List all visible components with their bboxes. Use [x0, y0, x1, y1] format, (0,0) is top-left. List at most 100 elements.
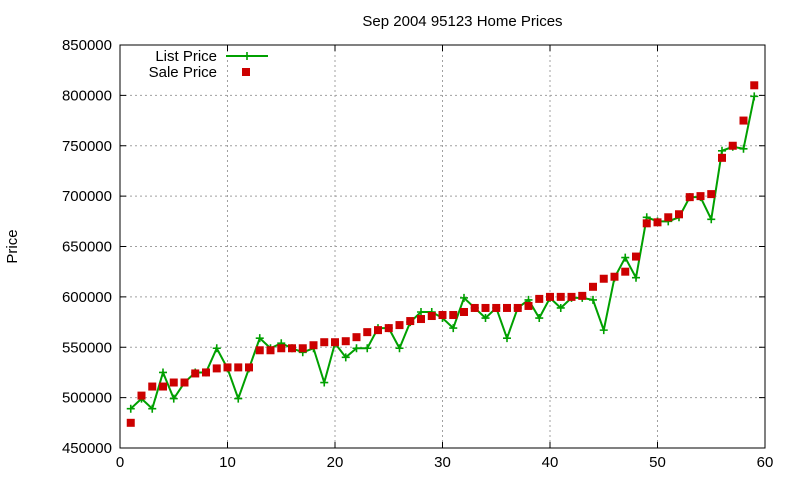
- y-tick-label: 800000: [62, 87, 112, 104]
- legend-marker-sale-price: [242, 68, 250, 76]
- list-price-point: [589, 295, 597, 304]
- sale-price-point: [675, 210, 683, 219]
- sale-price-point: [621, 267, 630, 276]
- legend-label-list-price: List Price: [155, 48, 217, 65]
- sale-price-point: [202, 368, 210, 377]
- sale-price-point: [126, 418, 135, 427]
- list-price-point: [417, 307, 425, 316]
- sale-price-point: [685, 193, 694, 202]
- list-price-point: [148, 404, 157, 413]
- sale-price-point: [707, 190, 716, 199]
- sale-price-point: [460, 307, 468, 316]
- sale-price-point: [191, 369, 200, 378]
- sale-price-point: [546, 292, 554, 301]
- sale-price-point: [266, 346, 275, 355]
- sale-price-point: [320, 338, 329, 347]
- sale-price-point: [556, 292, 565, 301]
- list-price-point: [126, 404, 135, 413]
- axis-ticks: 0 10 20 30 40 50 60 450000 500000 550000 600000 650…: [62, 37, 773, 471]
- list-price-point: [556, 303, 565, 312]
- list-price-point: [599, 326, 608, 335]
- sale-price-point: [653, 218, 662, 227]
- list-price-point: [169, 394, 178, 403]
- sale-price-point: [481, 303, 490, 312]
- sale-price-point: [406, 317, 415, 326]
- list-price-point: [750, 92, 759, 101]
- list-price-point: [481, 314, 490, 323]
- list-price-point: [159, 368, 167, 377]
- sale-price-point: [363, 328, 372, 337]
- sale-price-point: [331, 338, 339, 347]
- sale-price-point: [449, 311, 458, 320]
- list-price-point: [707, 215, 716, 224]
- sale-price-point: [169, 378, 178, 387]
- sale-price-point: [599, 274, 608, 283]
- sale-price-point: [234, 363, 243, 372]
- y-tick-label: 500000: [62, 390, 112, 407]
- sale-price-point: [524, 301, 533, 310]
- y-axis-label: Price: [4, 229, 21, 263]
- grid-lines: [120, 45, 765, 448]
- y-tick-label: 700000: [62, 188, 112, 205]
- y-tick-label: 600000: [62, 289, 112, 306]
- sale-price-point: [589, 282, 597, 291]
- list-price-point: [718, 146, 726, 155]
- x-tick-label: 10: [219, 454, 236, 471]
- list-price-point: [632, 273, 640, 282]
- x-tick-label: 40: [542, 454, 559, 471]
- sale-price-point: [728, 141, 737, 150]
- sale-price-point: [288, 344, 296, 353]
- sale-price-point: [180, 378, 189, 387]
- list-price-point: [395, 344, 404, 353]
- sale-price-point: [642, 219, 651, 228]
- list-price-point: [449, 324, 458, 333]
- sale-price-point: [298, 344, 307, 353]
- list-price-point: [363, 344, 372, 353]
- data-series: [126, 81, 759, 427]
- y-tick-label: 550000: [62, 339, 112, 356]
- sale-price-point: [159, 382, 167, 391]
- x-tick-label: 60: [757, 454, 774, 471]
- sale-price-point: [417, 315, 425, 324]
- sale-price-point: [374, 326, 382, 335]
- list-price-point: [535, 314, 544, 323]
- legend-marker-list-price: [243, 52, 251, 60]
- sale-price-point: [492, 303, 501, 312]
- list-price-point: [320, 378, 329, 387]
- y-tick-label: 650000: [62, 239, 112, 256]
- chart-title: Sep 2004 95123 Home Prices: [362, 13, 562, 30]
- list-price-point: [255, 334, 264, 343]
- list-price-point: [212, 344, 221, 353]
- x-tick-label: 50: [649, 454, 666, 471]
- sale-price-point: [255, 346, 264, 355]
- sale-price-point: [341, 337, 350, 346]
- sale-price-point: [610, 272, 619, 281]
- sale-price-point: [750, 81, 759, 90]
- y-tick-label: 450000: [62, 440, 112, 457]
- sale-price-point: [513, 303, 522, 312]
- list-price-point: [341, 353, 350, 362]
- list-price-point: [621, 253, 630, 262]
- sale-price-point: [470, 303, 479, 312]
- list-price-point: [460, 293, 468, 302]
- sale-price-point: [148, 382, 157, 391]
- sale-price-point: [223, 363, 232, 372]
- y-tick-label: 850000: [62, 37, 112, 54]
- sale-price-point: [664, 213, 673, 222]
- sale-price-point: [503, 303, 511, 312]
- x-tick-label: 30: [434, 454, 451, 471]
- sale-price-point: [212, 364, 221, 373]
- sale-price-point: [137, 391, 146, 400]
- sale-price-point: [245, 363, 253, 372]
- sale-price-point: [696, 192, 705, 201]
- list-price-point: [739, 144, 748, 153]
- legend-label-sale-price: Sale Price: [149, 64, 217, 81]
- sale-price-point: [567, 292, 576, 301]
- sale-price-point: [438, 311, 447, 320]
- sale-price-point: [395, 321, 404, 330]
- sale-price-point: [427, 312, 436, 321]
- sale-price-point: [632, 252, 640, 261]
- list-price-point: [503, 334, 511, 343]
- sale-price-point: [718, 153, 726, 162]
